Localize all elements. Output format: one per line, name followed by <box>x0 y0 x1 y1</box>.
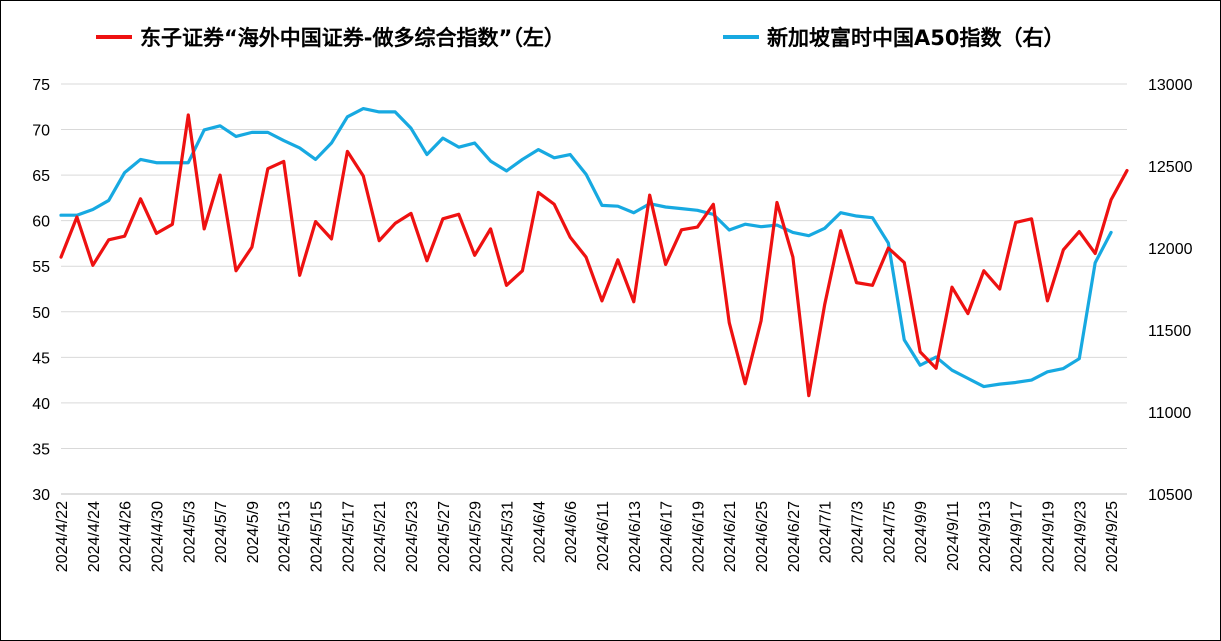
y-left-tick-label: 35 <box>32 441 50 458</box>
x-tick-label: 2024/9/19 <box>1040 501 1057 572</box>
y-left-tick-label: 30 <box>32 487 50 504</box>
left-y-axis: 30 35 40 45 50 55 60 65 70 75 <box>32 77 50 504</box>
x-tick-label: 2024/4/30 <box>149 501 166 572</box>
x-tick-label: 2024/7/5 <box>881 501 898 563</box>
x-tick-label: 2024/6/11 <box>595 501 612 571</box>
y-left-tick-label: 55 <box>32 259 50 276</box>
x-tick-label: 2024/6/17 <box>659 501 676 572</box>
y-right-tick-label: 13000 <box>1148 77 1193 94</box>
x-tick-label: 2024/4/24 <box>86 501 103 572</box>
x-tick-label: 2024/5/13 <box>277 501 294 572</box>
x-tick-label: 2024/6/13 <box>627 501 644 572</box>
y-left-tick-label: 60 <box>32 214 50 231</box>
x-tick-label: 2024/5/7 <box>213 501 230 563</box>
x-tick-label: 2024/9/17 <box>1009 501 1026 572</box>
x-axis: 2024/4/22 2024/4/24 2024/4/26 2024/4/30 2024… <box>54 493 1127 572</box>
legend-label-left-series: 东子证券“海外中国证券-做多综合指数”（左） <box>140 26 565 50</box>
y-left-tick-label: 40 <box>32 396 50 413</box>
y-right-tick-label: 12000 <box>1148 241 1193 258</box>
y-left-tick-label: 65 <box>32 168 50 185</box>
y-left-tick-label: 50 <box>32 305 50 322</box>
x-tick-label: 2024/5/15 <box>309 501 326 572</box>
x-tick-label: 2024/7/3 <box>850 501 867 563</box>
series-line-long-index <box>59 113 1129 398</box>
x-tick-label: 2024/5/3 <box>181 501 198 563</box>
right-y-axis: 10500 11000 11500 12000 12500 13000 <box>1148 77 1193 504</box>
y-left-tick-label: 45 <box>32 350 50 367</box>
series-line-ftse-a50 <box>59 107 1113 389</box>
y-right-tick-label: 11500 <box>1148 323 1191 340</box>
gridlines <box>61 83 1127 495</box>
y-right-tick-label: 10500 <box>1148 487 1193 504</box>
x-tick-label: 2024/6/21 <box>722 501 739 572</box>
y-right-tick-label: 11000 <box>1148 405 1191 422</box>
x-tick-label: 2024/9/25 <box>1104 501 1121 572</box>
x-tick-label: 2024/5/23 <box>404 501 421 572</box>
x-tick-label: 2024/7/1 <box>818 501 835 563</box>
series-right-ftse-a50 <box>59 107 1113 389</box>
y-right-tick-label: 12500 <box>1148 159 1193 176</box>
legend: 东子证券“海外中国证券-做多综合指数”（左） 新加坡富时中国A50指数（右） <box>96 26 1064 50</box>
legend-label-right-series: 新加坡富时中国A50指数（右） <box>767 26 1064 50</box>
x-tick-label: 2024/6/6 <box>563 501 580 563</box>
x-tick-label: 2024/6/25 <box>754 501 771 572</box>
series-left-long-index <box>59 113 1129 398</box>
x-tick-label: 2024/9/11 <box>945 501 962 571</box>
x-tick-label: 2024/4/22 <box>54 501 71 572</box>
x-tick-label: 2024/9/9 <box>913 501 930 563</box>
x-tick-label: 2024/9/23 <box>1072 501 1089 572</box>
x-tick-label: 2024/6/19 <box>690 501 707 572</box>
y-left-tick-label: 75 <box>32 77 50 94</box>
y-left-tick-label: 70 <box>32 123 50 140</box>
x-tick-label: 2024/5/9 <box>245 501 262 563</box>
x-tick-label: 2024/5/31 <box>499 501 516 572</box>
x-tick-label: 2024/5/17 <box>340 501 357 572</box>
x-tick-label: 2024/5/29 <box>468 501 485 572</box>
x-tick-label: 2024/4/26 <box>118 501 135 572</box>
x-tick-label: 2024/6/4 <box>531 501 548 563</box>
x-tick-label: 2024/6/27 <box>786 501 803 572</box>
x-tick-label: 2024/5/21 <box>372 501 389 572</box>
x-tick-label: 2024/9/13 <box>977 501 994 572</box>
x-tick-label: 2024/5/27 <box>436 501 453 572</box>
